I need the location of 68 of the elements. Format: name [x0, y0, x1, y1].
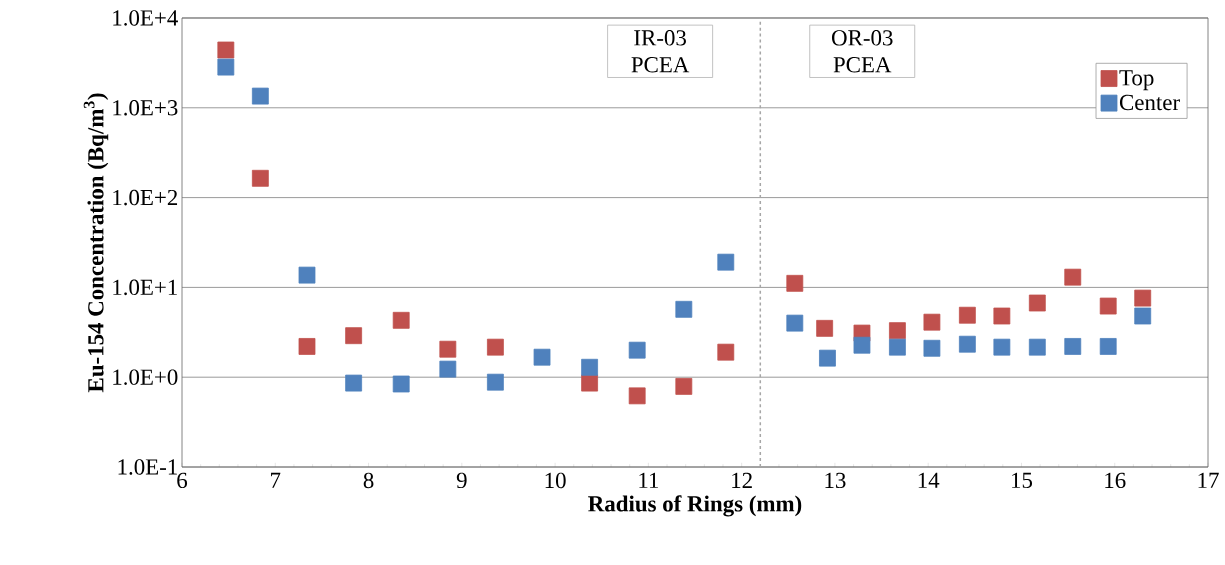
y-axis-title: Eu-154 Concentration (Bq/m$^{3}$): [83, 93, 109, 393]
x-tick-label: 17: [1198, 472, 1219, 488]
point: [628, 341, 646, 359]
point: [1028, 338, 1046, 356]
point: [1028, 294, 1046, 312]
point: [675, 378, 693, 395]
point: [251, 169, 269, 187]
point: [392, 375, 410, 393]
point: [675, 300, 693, 318]
y-tick-label: 1.0E-1: [118, 459, 177, 475]
x-tick-label: 9: [456, 472, 467, 489]
point: [217, 41, 235, 59]
point: [993, 338, 1011, 356]
point: [487, 338, 504, 356]
x-tick-label: 13: [825, 472, 846, 489]
point: [345, 327, 363, 345]
x-tick-label: 14: [918, 472, 940, 488]
point: [816, 319, 834, 337]
point: [298, 266, 316, 284]
point: [1064, 338, 1082, 355]
point: [853, 336, 871, 354]
x-tick-label: 11: [639, 472, 659, 488]
point: [581, 374, 599, 392]
annotation: OR-03 PCEA: [831, 30, 893, 73]
x-tick-label: 7: [271, 472, 281, 488]
x-tick-label: 6: [177, 472, 188, 489]
point: [298, 338, 316, 355]
point: [1099, 297, 1117, 315]
point: [1064, 268, 1082, 286]
point: [993, 307, 1011, 325]
point: [958, 335, 976, 353]
point: [533, 348, 551, 366]
point: [819, 349, 836, 367]
point: [345, 374, 363, 392]
y-tick-label: 1.0E+1: [113, 279, 177, 296]
x-tick-label: 8: [363, 472, 374, 489]
x-tick-label: 15: [1012, 472, 1033, 489]
y-tick-label: 1.0E+3: [113, 100, 178, 116]
point: [958, 306, 976, 324]
y-tick-label: 1.0E+4: [113, 10, 178, 26]
point: [889, 322, 906, 340]
x-tick-label: 16: [1105, 472, 1126, 489]
point: [1134, 289, 1152, 307]
point: [581, 358, 599, 376]
point: [923, 339, 941, 357]
point: [889, 338, 906, 356]
point: [251, 87, 269, 105]
x-tick-label: 10: [545, 472, 566, 489]
point: [217, 58, 235, 76]
point: [628, 387, 646, 405]
point: [786, 314, 804, 332]
x-axis-title: Radius of Rings (mm): [588, 495, 802, 517]
legend-label: Top: [1119, 70, 1154, 91]
point: [392, 311, 410, 329]
x-tick-label: 12: [732, 472, 752, 488]
legend-label: Center: [1119, 94, 1180, 111]
point: [717, 253, 735, 271]
point: [717, 343, 735, 361]
point: [786, 274, 804, 292]
point: [439, 340, 457, 358]
point: [439, 360, 457, 378]
y-tick-label: 1.0E+0: [113, 369, 178, 385]
point: [923, 313, 941, 331]
point: [487, 373, 504, 391]
annotation: IR-03 PCEA: [631, 30, 690, 73]
y-tick-label: 1.0E+2: [113, 189, 178, 206]
point: [1134, 307, 1152, 325]
point: [1099, 338, 1117, 355]
